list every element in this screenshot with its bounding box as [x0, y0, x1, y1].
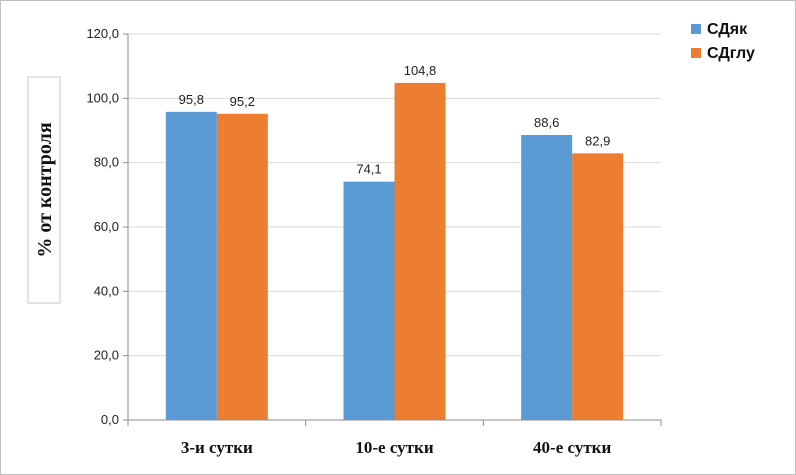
data-label: 74,1 [356, 162, 381, 177]
y-tick-label: 0,0 [101, 412, 119, 427]
legend-entry: СДглу [707, 45, 755, 62]
y-axis-label-frame [27, 76, 61, 304]
legend-swatch [691, 48, 701, 58]
data-label: 104,8 [404, 63, 437, 78]
y-tick-label: 80,0 [94, 155, 119, 170]
data-label: 88,6 [534, 115, 559, 130]
data-label: 82,9 [585, 133, 610, 148]
x-tick-label: 40-е сутки [533, 438, 611, 457]
bar [394, 82, 446, 420]
y-tick-label: 20,0 [94, 348, 119, 363]
bar [343, 181, 395, 420]
legend-swatch [691, 24, 701, 34]
y-tick-label: 120,0 [86, 26, 119, 41]
data-label: 95,8 [179, 92, 204, 107]
x-tick-label: 3-и сутки [181, 438, 253, 457]
data-label: 95,2 [230, 94, 255, 109]
legend: СДяк СДглу [691, 21, 755, 62]
bars-layer [165, 82, 624, 421]
y-tick-label: 100,0 [86, 90, 119, 105]
legend-entry: СДяк [707, 21, 748, 38]
data-labels-layer: 95,8 95,2 74,1 104,8 88,6 82,9 [179, 63, 611, 177]
y-tick-label: 60,0 [94, 219, 119, 234]
y-axis-label: % от контроля [34, 122, 56, 257]
bar [572, 153, 624, 421]
axis-layer: 0,0 20,0 40,0 60,0 80,0 100,0 120,0 3-и сутки 10… [86, 26, 662, 457]
y-axis-label-box: % от контроля [27, 76, 61, 304]
x-tick-label: 10-е сутки [355, 438, 433, 457]
bar [216, 113, 268, 421]
y-tick-label: 40,0 [94, 283, 119, 298]
bar [521, 135, 573, 420]
bar [165, 111, 217, 421]
